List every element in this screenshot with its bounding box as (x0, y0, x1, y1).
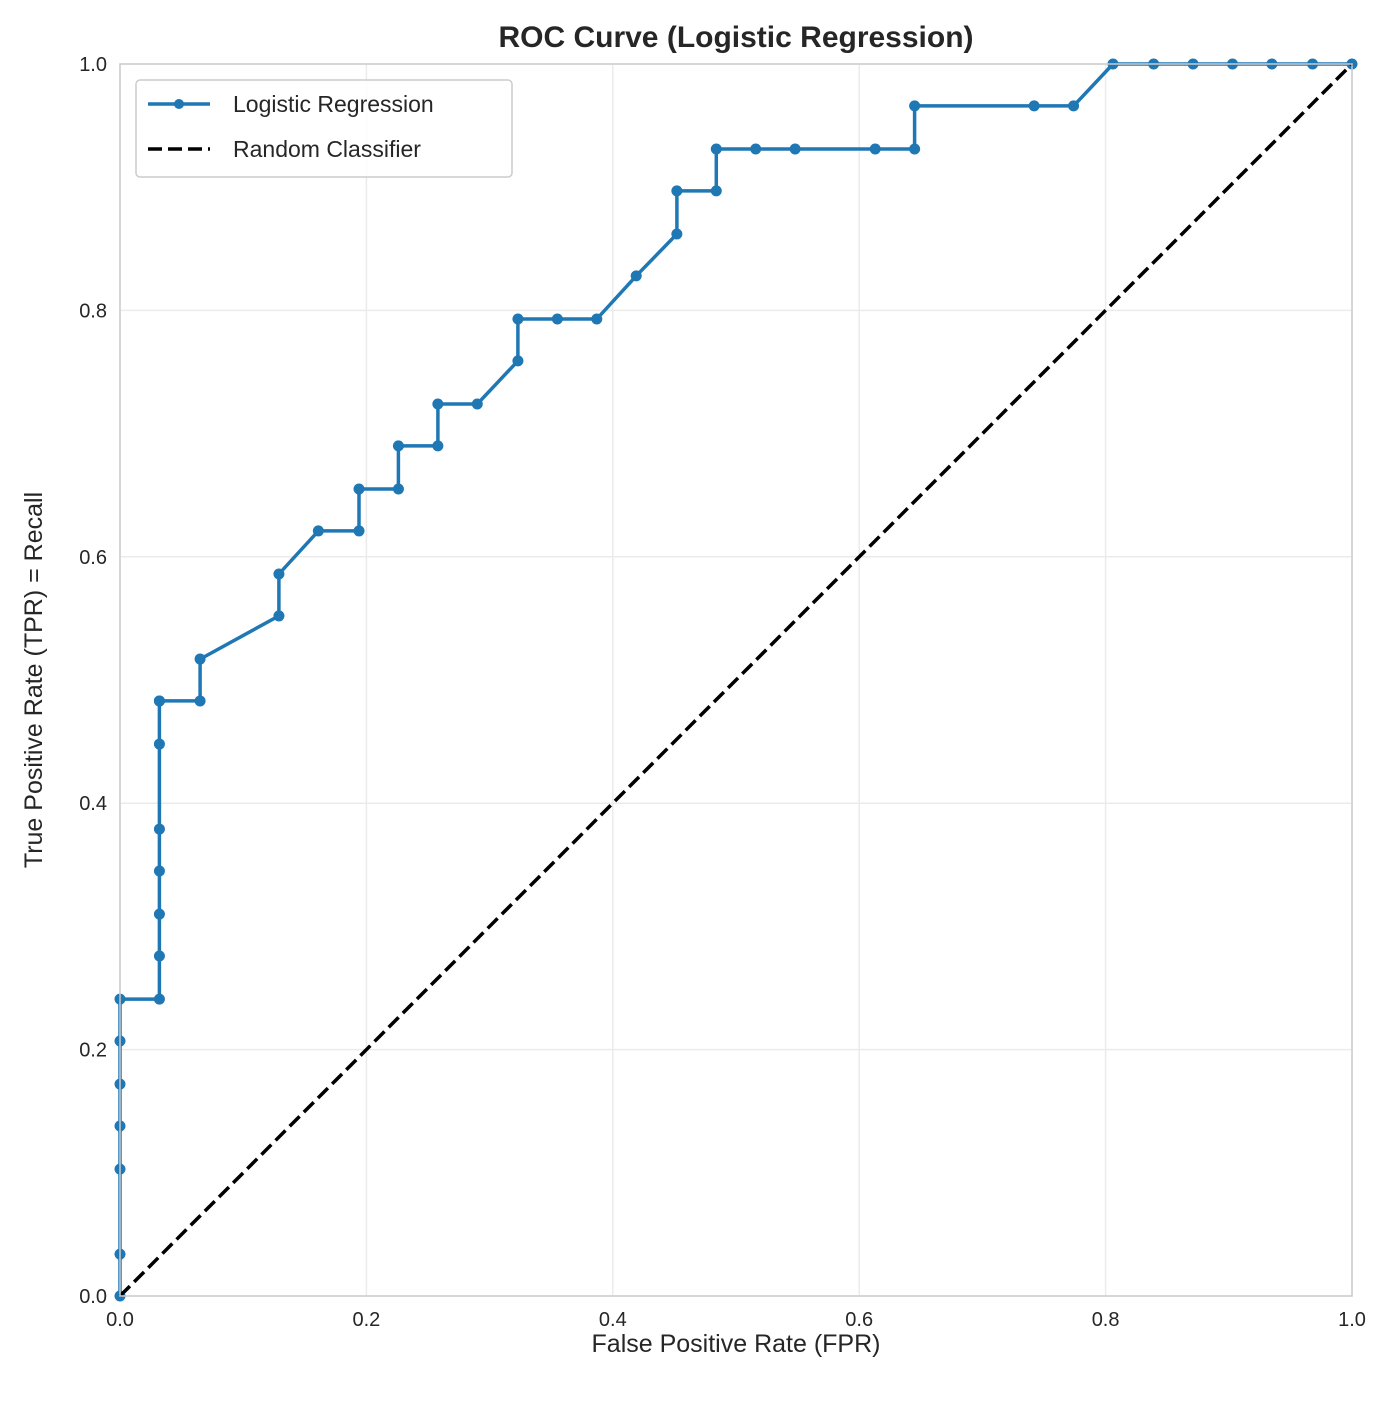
data-point (512, 355, 524, 367)
data-point (353, 525, 365, 537)
series-line-random-classifier (118, 62, 1354, 1298)
x-tick-label: 1.0 (1338, 1309, 1366, 1331)
data-point (153, 738, 165, 750)
chart-title: ROC Curve (Logistic Regression) (498, 21, 973, 54)
legend-marker-logistic (174, 99, 184, 109)
plot-area-frame (119, 63, 1353, 1297)
y-tick-label: 0.0 (79, 1286, 107, 1308)
data-point (710, 185, 722, 197)
data-point (909, 100, 921, 112)
data-point (312, 525, 324, 537)
data-point (153, 993, 165, 1005)
data-point (1068, 100, 1080, 112)
data-point (591, 313, 603, 325)
data-point (630, 270, 642, 282)
data-point (671, 185, 683, 197)
data-point (153, 823, 165, 835)
y-tick-label: 0.2 (79, 1040, 107, 1062)
data-point (194, 695, 206, 707)
data-point (750, 143, 762, 155)
y-tick-label: 0.6 (79, 547, 107, 569)
data-point (353, 483, 365, 495)
legend-label-random: Random Classifier (233, 136, 421, 162)
y-tick-label: 1.0 (79, 54, 107, 76)
legend-label-logistic: Logistic Regression (233, 91, 434, 117)
x-axis-label: False Positive Rate (FPR) (592, 1330, 881, 1358)
y-tick-label: 0.4 (79, 793, 107, 815)
legend: Logistic Regression Random Classifier (135, 79, 513, 178)
x-tick-label: 0.4 (599, 1309, 627, 1331)
data-point (512, 313, 524, 325)
x-tick-label: 0.0 (106, 1309, 134, 1331)
data-point (710, 143, 722, 155)
data-point (432, 398, 444, 410)
axis-ticks: 0.0 0.2 0.4 0.6 0.8 1.0 0.0 0.2 0.4 0.6 0.8 1.0 (79, 54, 1366, 1331)
data-point (471, 398, 483, 410)
data-point (1028, 100, 1040, 112)
data-point (273, 568, 285, 580)
data-point (153, 908, 165, 920)
plot-series (114, 58, 1358, 1302)
data-point (909, 143, 921, 155)
data-point (551, 313, 563, 325)
data-point (432, 440, 444, 452)
data-point (194, 653, 206, 665)
data-point (153, 865, 165, 877)
data-point (392, 440, 404, 452)
data-point (671, 228, 683, 240)
data-point (153, 695, 165, 707)
data-point (789, 143, 801, 155)
x-tick-label: 0.8 (1092, 1309, 1120, 1331)
data-point (869, 143, 881, 155)
x-tick-label: 0.6 (845, 1309, 873, 1331)
data-point (153, 950, 165, 962)
legend-box (135, 79, 513, 178)
y-axis-label: True Positive Rate (TPR) = Recall (20, 492, 48, 868)
data-point (273, 610, 285, 622)
x-tick-label: 0.2 (352, 1309, 380, 1331)
y-tick-label: 0.8 (79, 300, 107, 322)
data-point (392, 483, 404, 495)
